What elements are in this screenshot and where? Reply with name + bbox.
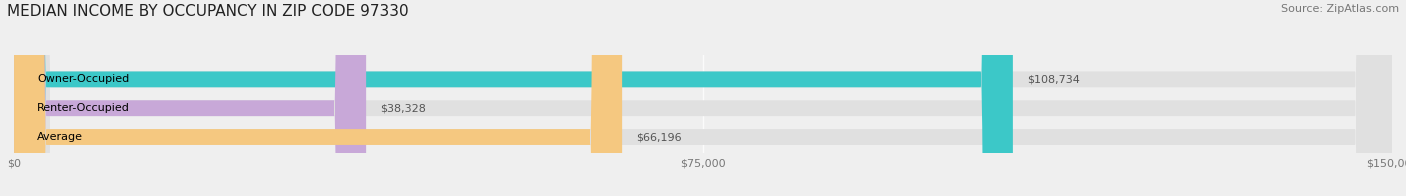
Text: Renter-Occupied: Renter-Occupied xyxy=(37,103,129,113)
Text: $38,328: $38,328 xyxy=(380,103,426,113)
Text: MEDIAN INCOME BY OCCUPANCY IN ZIP CODE 97330: MEDIAN INCOME BY OCCUPANCY IN ZIP CODE 9… xyxy=(7,4,409,19)
FancyBboxPatch shape xyxy=(14,0,621,196)
Text: Source: ZipAtlas.com: Source: ZipAtlas.com xyxy=(1281,4,1399,14)
Text: Average: Average xyxy=(37,132,83,142)
Text: $66,196: $66,196 xyxy=(636,132,682,142)
FancyBboxPatch shape xyxy=(14,0,1012,196)
FancyBboxPatch shape xyxy=(14,0,1392,196)
Text: Owner-Occupied: Owner-Occupied xyxy=(37,74,129,84)
FancyBboxPatch shape xyxy=(14,0,1392,196)
Text: $108,734: $108,734 xyxy=(1026,74,1080,84)
FancyBboxPatch shape xyxy=(14,0,1392,196)
FancyBboxPatch shape xyxy=(14,0,366,196)
